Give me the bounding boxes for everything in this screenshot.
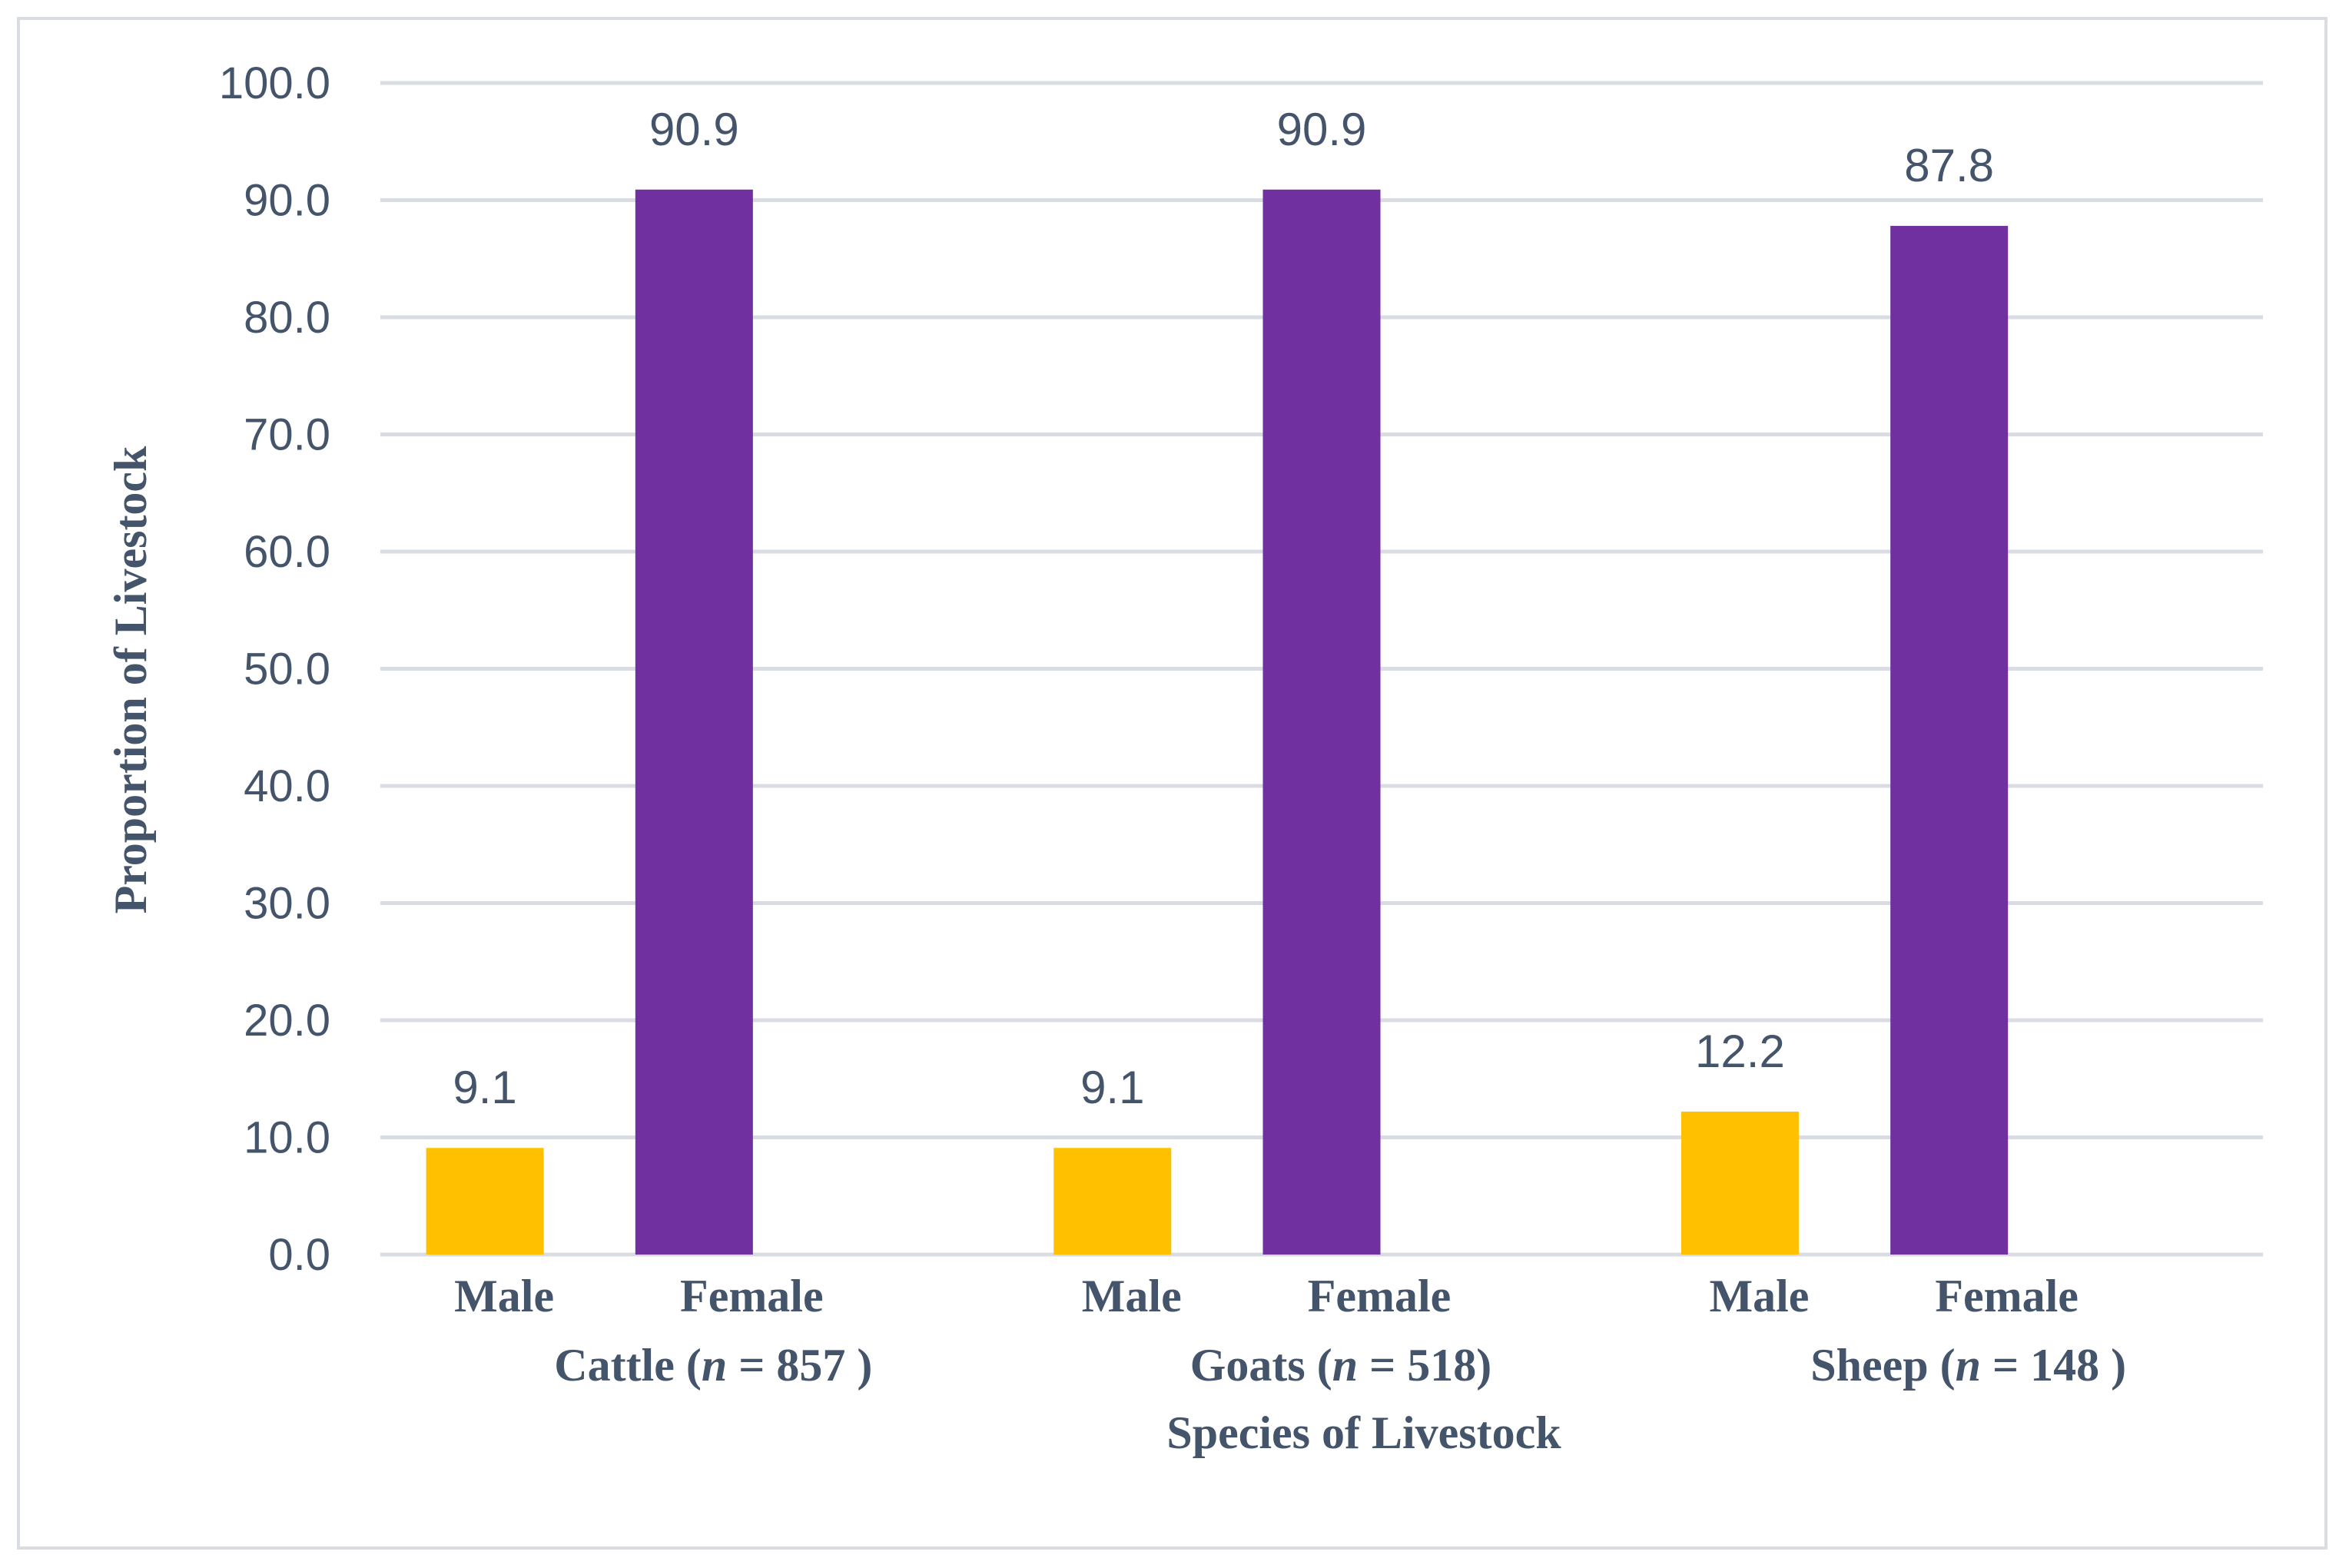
y-tick-label: 50.0 xyxy=(244,645,330,694)
bar-sheep-female xyxy=(1890,226,2009,1255)
bar-cattle-female xyxy=(635,189,753,1255)
bar-goats-male xyxy=(1053,1148,1172,1255)
bars xyxy=(426,189,2009,1255)
data-label: 9.1 xyxy=(453,1062,516,1113)
bar-category-label: Female xyxy=(1935,1271,2079,1321)
bar-category-label: Female xyxy=(1308,1271,1452,1321)
bar-category-label: Male xyxy=(454,1271,554,1321)
data-label: 90.9 xyxy=(1277,104,1367,155)
bar-category-label: Male xyxy=(1709,1271,1809,1321)
y-tick-label: 40.0 xyxy=(244,761,330,811)
bar-category-label: Male xyxy=(1082,1271,1182,1321)
y-tick-label: 20.0 xyxy=(244,996,330,1046)
y-tick-label: 10.0 xyxy=(244,1113,330,1163)
y-tick-label: 90.0 xyxy=(244,176,330,226)
group-label: Cattle (n = 857 ) xyxy=(554,1340,872,1391)
y-tick-label: 30.0 xyxy=(244,879,330,929)
y-axis-ticks: 0.0 10.0 20.0 30.0 40.0 50.0 60.0 70.0 80.0 90.0 1… xyxy=(219,58,330,1280)
y-tick-label: 80.0 xyxy=(244,293,330,343)
x-axis-title: Species of Livestock xyxy=(1166,1407,1561,1458)
bar-goats-female xyxy=(1262,189,1381,1255)
group-label: Goats (n = 518) xyxy=(1190,1340,1492,1391)
data-label: 90.9 xyxy=(649,104,739,155)
data-label: 12.2 xyxy=(1695,1026,1785,1077)
data-labels: 9.1 90.9 9.1 90.9 12.2 87.8 xyxy=(453,104,1994,1113)
y-axis-title: Proportion of Livestock xyxy=(105,446,156,913)
bar-category-label: Female xyxy=(680,1271,824,1321)
y-tick-label: 60.0 xyxy=(244,527,330,577)
data-label: 9.1 xyxy=(1080,1062,1144,1113)
bar-cattle-male xyxy=(426,1148,544,1255)
bar-sheep-male xyxy=(1680,1111,1799,1255)
data-label: 87.8 xyxy=(1904,140,1994,191)
group-label: Sheep (n = 148 ) xyxy=(1810,1340,2126,1391)
y-tick-label: 0.0 xyxy=(268,1230,330,1280)
y-tick-label: 70.0 xyxy=(244,410,330,460)
y-tick-label: 100.0 xyxy=(219,58,330,108)
